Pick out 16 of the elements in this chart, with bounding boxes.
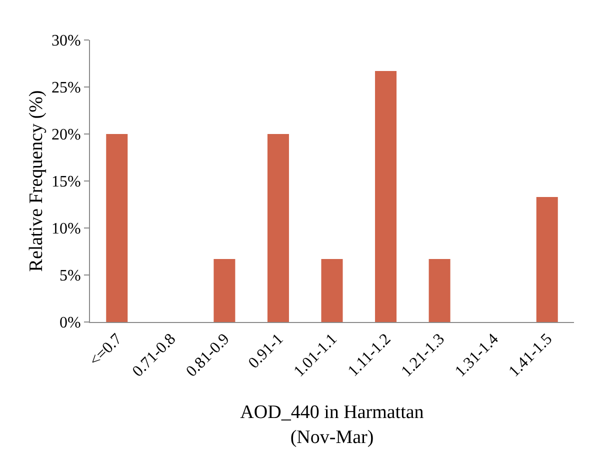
bar: [428, 259, 450, 322]
y-tick-label: 5%: [59, 268, 81, 285]
bar: [375, 71, 397, 322]
y-tick-label: 30%: [51, 32, 81, 50]
y-tick-label: 15%: [51, 174, 81, 191]
y-tick-label: 0%: [59, 314, 81, 332]
bar: [214, 259, 236, 322]
y-tick-label: 25%: [51, 80, 81, 97]
bar: [267, 134, 289, 322]
bar: [321, 259, 343, 322]
y-tick-label: 10%: [51, 220, 81, 238]
bar: [536, 196, 558, 322]
bar: [106, 134, 128, 322]
y-axis-title: Relative Frequency (%): [26, 90, 47, 272]
x-axis-title: AOD_440 in Harmattan (Nov-Mar): [240, 402, 424, 448]
y-tick-label: 20%: [51, 126, 81, 144]
